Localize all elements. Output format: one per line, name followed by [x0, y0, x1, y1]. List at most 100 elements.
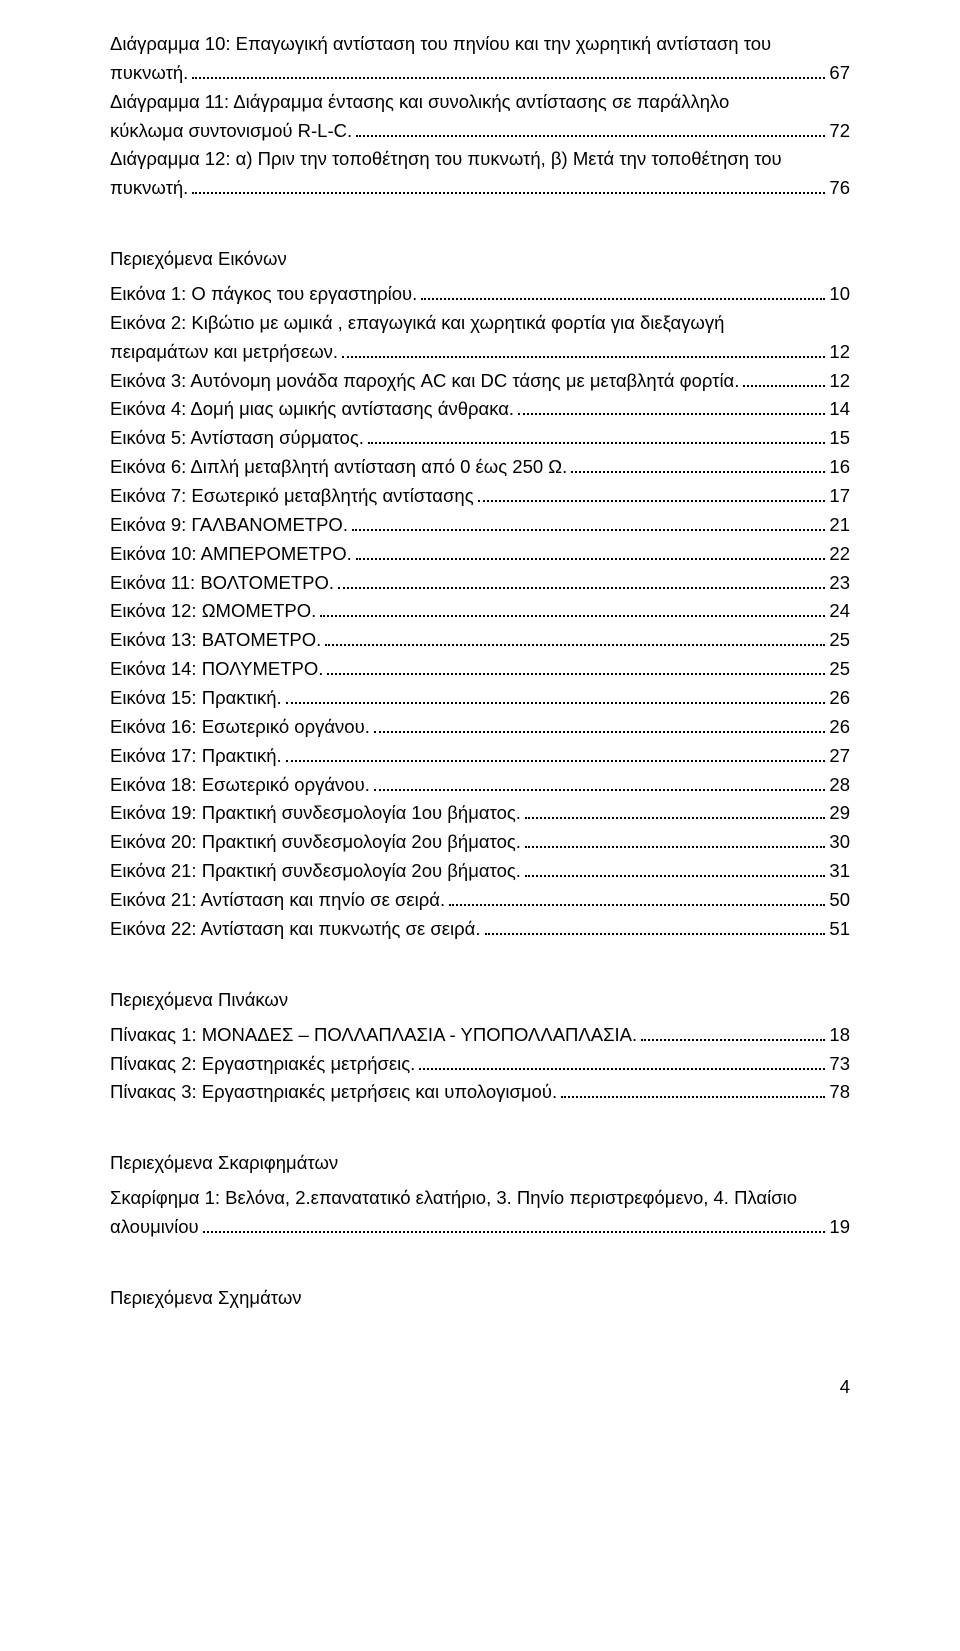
- toc-entry: Εικόνα 13: ΒΑΤΟΜΕΤΡΟ. 25: [110, 626, 850, 655]
- toc-entry-page: 28: [829, 771, 850, 800]
- toc-leader-dots: [342, 339, 825, 358]
- toc-leader-dots: [327, 657, 825, 676]
- toc-entry-text: πειραμάτων και μετρήσεων.: [110, 338, 338, 367]
- toc-leader-dots: [356, 541, 826, 560]
- toc-entry-text: Πίνακας 3: Εργαστηριακές μετρήσεις και υ…: [110, 1078, 557, 1107]
- toc-entry: Εικόνα 18: Εσωτερικό οργάνου. 28: [110, 771, 850, 800]
- toc-entry-text: Εικόνα 16: Εσωτερικό οργάνου.: [110, 713, 370, 742]
- toc-entry-text: Εικόνα 18: Εσωτερικό οργάνου.: [110, 771, 370, 800]
- toc-entry-page: 17: [829, 482, 850, 511]
- toc-entry: Εικόνα 7: Εσωτερικό μεταβλητής αντίσταση…: [110, 482, 850, 511]
- toc-entry-page: 14: [829, 395, 850, 424]
- toc-entry: Σκαρίφημα 1: Βελόνα, 2.επανατατικό ελατή…: [110, 1184, 850, 1242]
- toc-entry-row: Εικόνα 15: Πρακτική. 26: [110, 684, 850, 713]
- toc-entry-text: Εικόνα 21: Πρακτική συνδεσμολογία 2ου βή…: [110, 857, 521, 886]
- toc-entry: Εικόνα 9: ΓΑΛΒΑΝΟΜΕΤΡΟ.21: [110, 511, 850, 540]
- toc-leader-dots: [192, 60, 825, 79]
- toc-entry: Εικόνα 21: Πρακτική συνδεσμολογία 2ου βή…: [110, 857, 850, 886]
- toc-entry-text: Εικόνα 7: Εσωτερικό μεταβλητής αντίσταση…: [110, 482, 474, 511]
- toc-entry: Εικόνα 15: Πρακτική. 26: [110, 684, 850, 713]
- toc-leader-dots: [525, 801, 825, 820]
- toc-entry-text: Εικόνα 1: Ο πάγκος του εργαστηρίου.: [110, 280, 417, 309]
- toc-entry-text: Εικόνα 2: Κιβώτιο με ωμικά , επαγωγικά κ…: [110, 309, 850, 338]
- toc-entry-row: Εικόνα 5: Αντίσταση σύρματος. 15: [110, 424, 850, 453]
- toc-leader-dots: [571, 455, 825, 474]
- toc-leader-dots: [743, 368, 825, 387]
- toc-entry-row: Εικόνα 7: Εσωτερικό μεταβλητής αντίσταση…: [110, 482, 850, 511]
- toc-entry: Εικόνα 22: Αντίσταση και πυκνωτής σε σει…: [110, 915, 850, 944]
- toc-entry: Εικόνα 5: Αντίσταση σύρματος. 15: [110, 424, 850, 453]
- toc-entry: Διάγραμμα 10: Επαγωγική αντίσταση του πη…: [110, 30, 850, 88]
- toc-entry-row: Εικόνα 21: Πρακτική συνδεσμολογία 2ου βή…: [110, 857, 850, 886]
- toc-entry-text: πυκνωτή.: [110, 59, 188, 88]
- toc-entry-text: Εικόνα 10: ΑΜΠΕΡΟΜΕΤΡΟ.: [110, 540, 352, 569]
- toc-entry-page: 15: [829, 424, 850, 453]
- page-number-footer: 4: [110, 1373, 850, 1402]
- toc-entry-page: 51: [829, 915, 850, 944]
- toc-leader-dots: [525, 830, 825, 849]
- toc-entry-text: Εικόνα 22: Αντίσταση και πυκνωτής σε σει…: [110, 915, 481, 944]
- toc-leader-dots: [338, 570, 825, 589]
- toc-entry-page: 24: [829, 597, 850, 626]
- toc-entry: Εικόνα 12: ΩΜΟΜΕΤΡΟ. 24: [110, 597, 850, 626]
- toc-entry: Εικόνα 17: Πρακτική.27: [110, 742, 850, 771]
- toc-entry-row: Εικόνα 6: Διπλή μεταβλητή αντίσταση από …: [110, 453, 850, 482]
- toc-leader-dots: [320, 599, 825, 618]
- toc-entry-row: Εικόνα 22: Αντίσταση και πυκνωτής σε σει…: [110, 915, 850, 944]
- toc-entry: Εικόνα 14: ΠΟΛΥΜΕΤΡΟ. 25: [110, 655, 850, 684]
- toc-leader-dots: [421, 281, 825, 300]
- toc-entry-text: Εικόνα 4: Δομή μιας ωμικής αντίστασης άν…: [110, 395, 514, 424]
- toc-entry-page: 25: [829, 655, 850, 684]
- toc-entry: Πίνακας 3: Εργαστηριακές μετρήσεις και υ…: [110, 1078, 850, 1107]
- toc-entry-row: Πίνακας 3: Εργαστηριακές μετρήσεις και υ…: [110, 1078, 850, 1107]
- toc-entry: Εικόνα 16: Εσωτερικό οργάνου. 26: [110, 713, 850, 742]
- toc-entry-page: 67: [829, 59, 850, 88]
- toc-leader-dots: [561, 1080, 825, 1099]
- toc-entry-text: Εικόνα 13: ΒΑΤΟΜΕΤΡΟ.: [110, 626, 321, 655]
- toc-entry-page: 10: [829, 280, 850, 309]
- toc-entry-row: Πίνακας 1: ΜΟΝΑΔΕΣ – ΠΟΛΛΑΠΛΑΣΙΑ - ΥΠΟΠΟ…: [110, 1021, 850, 1050]
- toc-entry-page: 26: [829, 684, 850, 713]
- toc-entry: Εικόνα 4: Δομή μιας ωμικής αντίστασης άν…: [110, 395, 850, 424]
- toc-entry-text: Εικόνα 5: Αντίσταση σύρματος.: [110, 424, 364, 453]
- toc-entry: Εικόνα 2: Κιβώτιο με ωμικά , επαγωγικά κ…: [110, 309, 850, 367]
- toc-section-title: Περιεχόμενα Σχημάτων: [110, 1284, 850, 1313]
- toc-entry-text: Εικόνα 20: Πρακτική συνδεσμολογία 2ου βή…: [110, 828, 521, 857]
- toc-entry-page: 25: [829, 626, 850, 655]
- toc-entry-text: Εικόνα 14: ΠΟΛΥΜΕΤΡΟ.: [110, 655, 323, 684]
- toc-entry-page: 26: [829, 713, 850, 742]
- toc-leader-dots: [286, 685, 826, 704]
- toc-entry-text: Εικόνα 9: ΓΑΛΒΑΝΟΜΕΤΡΟ.: [110, 511, 348, 540]
- toc-entry-row: πειραμάτων και μετρήσεων. 12: [110, 338, 850, 367]
- toc-leader-dots: [419, 1051, 825, 1070]
- toc-entry-row: Εικόνα 9: ΓΑΛΒΑΝΟΜΕΤΡΟ.21: [110, 511, 850, 540]
- toc-entry-page: 12: [829, 338, 850, 367]
- toc-entry-text: Εικόνα 6: Διπλή μεταβλητή αντίσταση από …: [110, 453, 567, 482]
- toc-entry-text: Εικόνα 11: ΒΟΛΤΟΜΕΤΡΟ.: [110, 569, 334, 598]
- toc-entry-text: Διάγραμμα 12: α) Πριν την τοποθέτηση του…: [110, 145, 850, 174]
- toc-entry-row: Εικόνα 19: Πρακτική συνδεσμολογία 1ου βή…: [110, 799, 850, 828]
- toc-entry-page: 72: [829, 117, 850, 146]
- toc-entry-row: κύκλωμα συντονισμού R-L-C.72: [110, 117, 850, 146]
- toc-entry-row: Εικόνα 13: ΒΑΤΟΜΕΤΡΟ. 25: [110, 626, 850, 655]
- toc-entry-page: 50: [829, 886, 850, 915]
- toc-leader-dots: [641, 1022, 825, 1041]
- toc-leader-dots: [374, 772, 826, 791]
- toc-leader-dots: [352, 512, 825, 531]
- toc-entry: Εικόνα 11: ΒΟΛΤΟΜΕΤΡΟ. 23: [110, 569, 850, 598]
- toc-leader-dots: [192, 176, 825, 195]
- toc-entry: Διάγραμμα 12: α) Πριν την τοποθέτηση του…: [110, 145, 850, 203]
- toc-entry-text: πυκνωτή.: [110, 174, 188, 203]
- toc-leader-dots: [485, 916, 826, 935]
- toc-entry-text: Σκαρίφημα 1: Βελόνα, 2.επανατατικό ελατή…: [110, 1184, 850, 1213]
- toc-entry-text: Διάγραμμα 11: Διάγραμμα έντασης και συνο…: [110, 88, 850, 117]
- toc-entry-row: πυκνωτή. 76: [110, 174, 850, 203]
- toc-entry-text: Εικόνα 15: Πρακτική.: [110, 684, 282, 713]
- toc-entry-page: 16: [829, 453, 850, 482]
- toc-entry-page: 23: [829, 569, 850, 598]
- toc-entry-text: Εικόνα 12: ΩΜΟΜΕΤΡΟ.: [110, 597, 316, 626]
- toc-entry: Διάγραμμα 11: Διάγραμμα έντασης και συνο…: [110, 88, 850, 146]
- toc-entry-page: 76: [829, 174, 850, 203]
- toc-entry-row: Εικόνα 12: ΩΜΟΜΕΤΡΟ. 24: [110, 597, 850, 626]
- toc-entry-text: Εικόνα 21: Αντίσταση και πηνίο σε σειρά.: [110, 886, 445, 915]
